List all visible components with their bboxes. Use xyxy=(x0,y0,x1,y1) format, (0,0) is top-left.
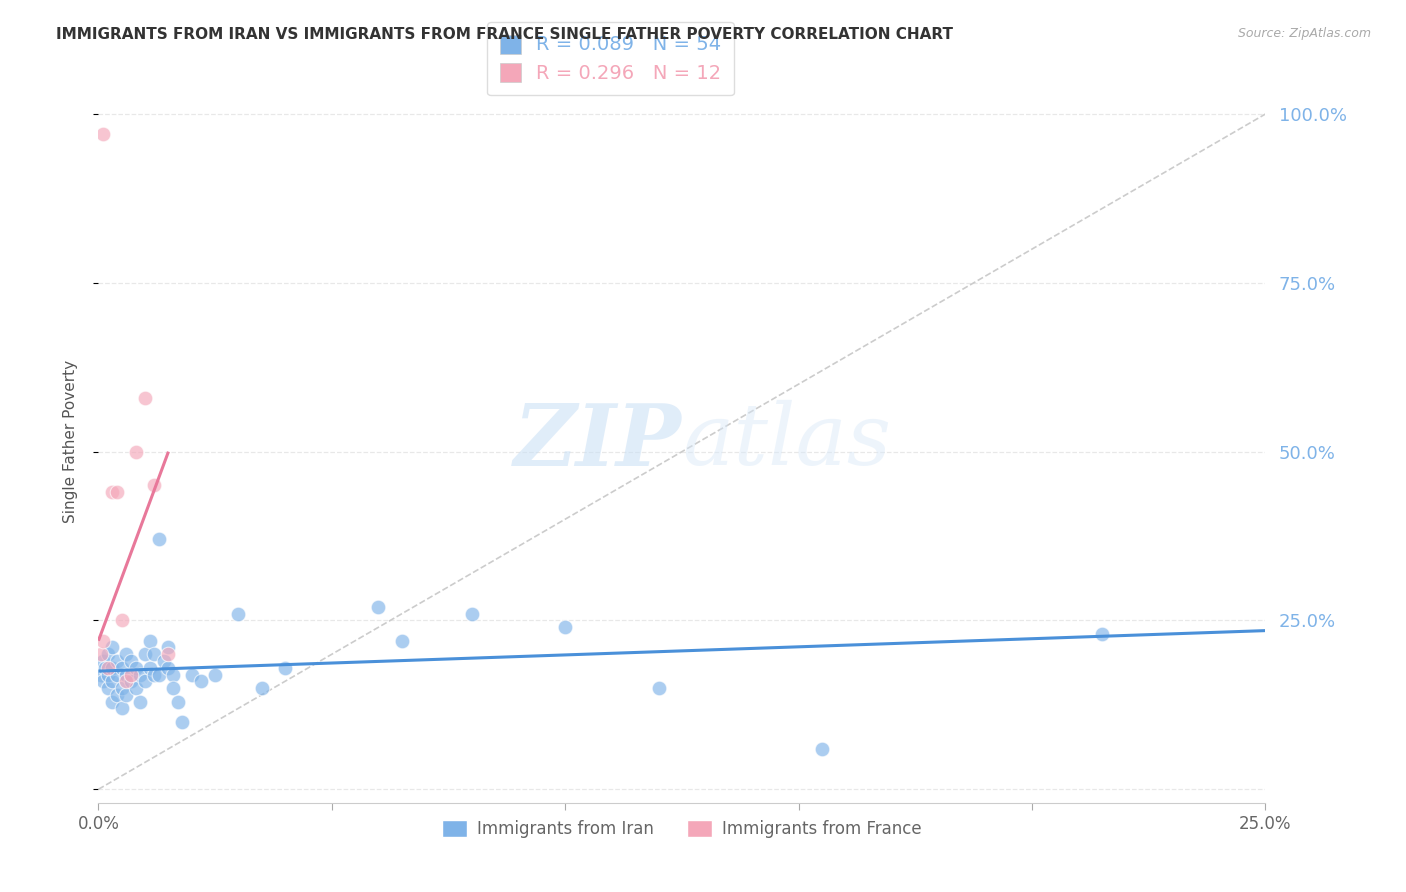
Point xyxy=(204,667,226,681)
Point xyxy=(134,647,156,661)
Point xyxy=(162,667,184,681)
Point xyxy=(129,694,152,708)
Point xyxy=(91,654,114,668)
Point xyxy=(105,667,128,681)
Point xyxy=(143,647,166,661)
Point xyxy=(125,661,148,675)
Point xyxy=(111,661,134,675)
Point xyxy=(91,633,114,648)
Point xyxy=(97,667,120,681)
Text: atlas: atlas xyxy=(682,401,891,483)
Point xyxy=(143,667,166,681)
Y-axis label: Single Father Poverty: Single Father Poverty xyxy=(63,360,77,523)
Point xyxy=(97,661,120,675)
Point xyxy=(97,647,120,661)
Point xyxy=(152,654,174,668)
Point xyxy=(391,633,413,648)
Point xyxy=(101,640,124,655)
Point xyxy=(90,667,112,681)
Point xyxy=(115,688,138,702)
Point xyxy=(120,654,142,668)
Point xyxy=(172,714,194,729)
Point xyxy=(274,661,297,675)
Point xyxy=(157,661,180,675)
Point xyxy=(125,444,148,458)
Point xyxy=(90,647,112,661)
Point xyxy=(1091,627,1114,641)
Point xyxy=(111,701,134,715)
Point xyxy=(143,478,166,492)
Point xyxy=(367,599,389,614)
Point xyxy=(120,674,142,689)
Point xyxy=(461,607,484,621)
Point xyxy=(111,614,134,628)
Point xyxy=(115,674,138,689)
Point xyxy=(148,533,170,547)
Point xyxy=(115,647,138,661)
Text: IMMIGRANTS FROM IRAN VS IMMIGRANTS FROM FRANCE SINGLE FATHER POVERTY CORRELATION: IMMIGRANTS FROM IRAN VS IMMIGRANTS FROM … xyxy=(56,27,953,42)
Point xyxy=(97,681,120,695)
Point xyxy=(190,674,212,689)
Point xyxy=(157,640,180,655)
Point xyxy=(120,667,142,681)
Legend: Immigrants from Iran, Immigrants from France: Immigrants from Iran, Immigrants from Fr… xyxy=(436,814,928,845)
Point xyxy=(111,681,134,695)
Point xyxy=(91,128,114,142)
Point xyxy=(554,620,576,634)
Point xyxy=(125,681,148,695)
Point xyxy=(139,633,162,648)
Point xyxy=(94,661,117,675)
Point xyxy=(157,647,180,661)
Text: ZIP: ZIP xyxy=(515,400,682,483)
Point xyxy=(134,391,156,405)
Point xyxy=(105,688,128,702)
Point xyxy=(647,681,669,695)
Point xyxy=(101,661,124,675)
Point xyxy=(250,681,273,695)
Point xyxy=(101,485,124,500)
Point xyxy=(129,667,152,681)
Point xyxy=(228,607,250,621)
Point xyxy=(148,667,170,681)
Text: Source: ZipAtlas.com: Source: ZipAtlas.com xyxy=(1237,27,1371,40)
Point xyxy=(105,485,128,500)
Point xyxy=(811,741,834,756)
Point xyxy=(91,674,114,689)
Point xyxy=(139,661,162,675)
Point xyxy=(101,674,124,689)
Point xyxy=(166,694,188,708)
Point xyxy=(115,667,138,681)
Point xyxy=(105,654,128,668)
Point xyxy=(101,694,124,708)
Point xyxy=(180,667,202,681)
Point xyxy=(162,681,184,695)
Point xyxy=(134,674,156,689)
